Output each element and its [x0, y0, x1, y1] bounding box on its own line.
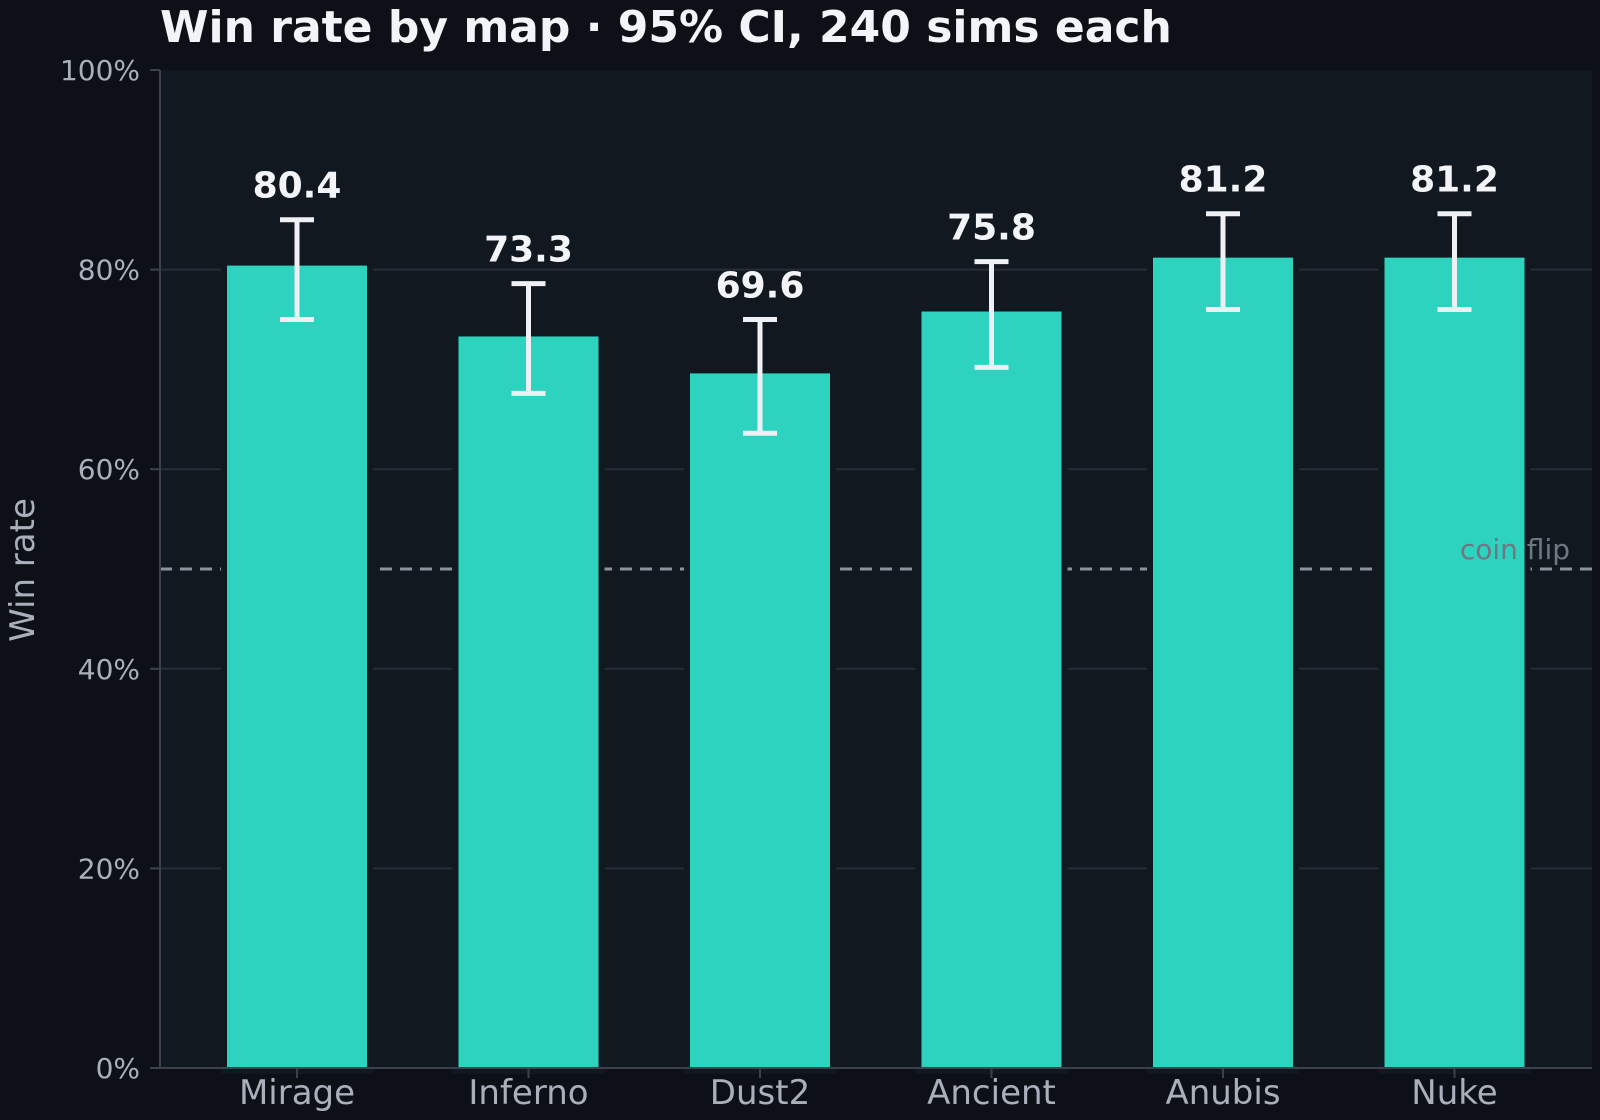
y-tick-label: 100%: [60, 54, 140, 87]
x-tick-label: Inferno: [468, 1073, 588, 1113]
axes: 0% 20% 40% 60% 80% 100% Mirage Inferno Dust2 Anci…: [60, 54, 1592, 1113]
y-tick-label: 0%: [96, 1052, 140, 1085]
y-tick-label: 20%: [78, 852, 140, 885]
reference-line-label: coin flip: [1460, 533, 1570, 566]
error-bars: [280, 211, 1472, 436]
value-labels: 80.4 73.3 69.6 75.8 81.2 81.2 coin flip: [253, 160, 1570, 566]
x-tick-label: Dust2: [710, 1073, 810, 1113]
value-label: 69.6: [716, 266, 805, 307]
bar: [221, 259, 373, 1075]
value-label: 75.8: [947, 208, 1036, 249]
gridlines: [160, 268, 1592, 870]
bar: [452, 330, 605, 1074]
plot-area: [160, 70, 1592, 1068]
x-tick-label: Anubis: [1165, 1073, 1280, 1113]
y-axis-label: Win rate: [3, 498, 43, 642]
x-tick-label: Ancient: [927, 1073, 1056, 1113]
bar: [1147, 251, 1299, 1074]
bar: [1378, 251, 1531, 1074]
y-tick-label: 80%: [78, 254, 140, 287]
value-label: 81.2: [1410, 160, 1499, 201]
chart-title: Win rate by map · 95% CI, 240 sims each: [160, 2, 1172, 53]
bar: [684, 367, 836, 1074]
x-tick-label: Nuke: [1411, 1073, 1497, 1113]
y-tick-label: 40%: [78, 653, 140, 686]
y-tick-label: 60%: [78, 453, 140, 486]
value-label: 73.3: [484, 230, 573, 271]
bar: [915, 305, 1068, 1074]
value-label: 80.4: [253, 166, 342, 207]
x-tick-label: Mirage: [239, 1073, 355, 1113]
value-label: 81.2: [1179, 160, 1268, 201]
